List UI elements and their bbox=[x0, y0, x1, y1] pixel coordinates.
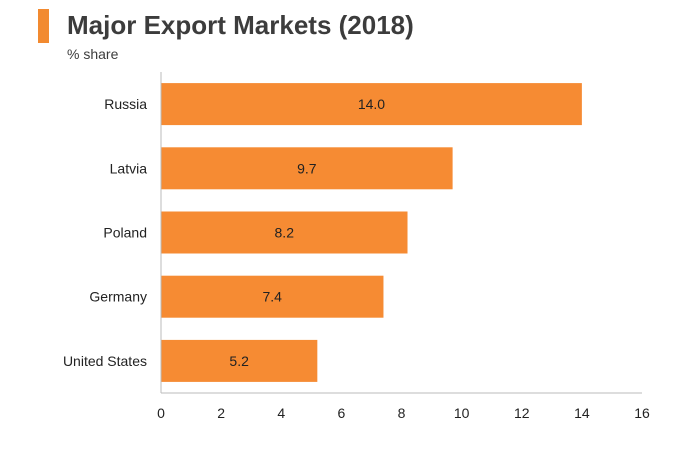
x-tick-label: 12 bbox=[514, 405, 530, 421]
x-tick-label: 16 bbox=[634, 405, 650, 421]
x-tick-label: 6 bbox=[337, 405, 345, 421]
data-label: 9.7 bbox=[297, 160, 317, 176]
title-accent-bar bbox=[38, 9, 49, 43]
chart-title: Major Export Markets (2018) bbox=[67, 10, 414, 40]
x-tick-label: 0 bbox=[157, 405, 165, 421]
x-tick-label: 4 bbox=[277, 405, 285, 421]
category-label: Russia bbox=[104, 96, 147, 112]
x-tick-label: 14 bbox=[574, 405, 590, 421]
bar bbox=[161, 211, 408, 254]
bar bbox=[161, 275, 384, 318]
bar bbox=[161, 83, 582, 126]
x-tick-label: 10 bbox=[454, 405, 470, 421]
chart-subtitle: % share bbox=[67, 46, 119, 62]
data-label: 5.2 bbox=[229, 353, 249, 369]
data-label: 8.2 bbox=[275, 225, 295, 241]
category-label: Poland bbox=[103, 225, 147, 241]
category-label: Latvia bbox=[110, 160, 148, 176]
x-tick-label: 2 bbox=[217, 405, 225, 421]
bar bbox=[161, 147, 453, 190]
bar bbox=[161, 339, 318, 382]
data-label: 7.4 bbox=[262, 289, 282, 305]
category-label: United States bbox=[63, 353, 147, 369]
category-label: Germany bbox=[89, 289, 147, 305]
data-label: 14.0 bbox=[358, 96, 385, 112]
x-tick-label: 8 bbox=[398, 405, 406, 421]
